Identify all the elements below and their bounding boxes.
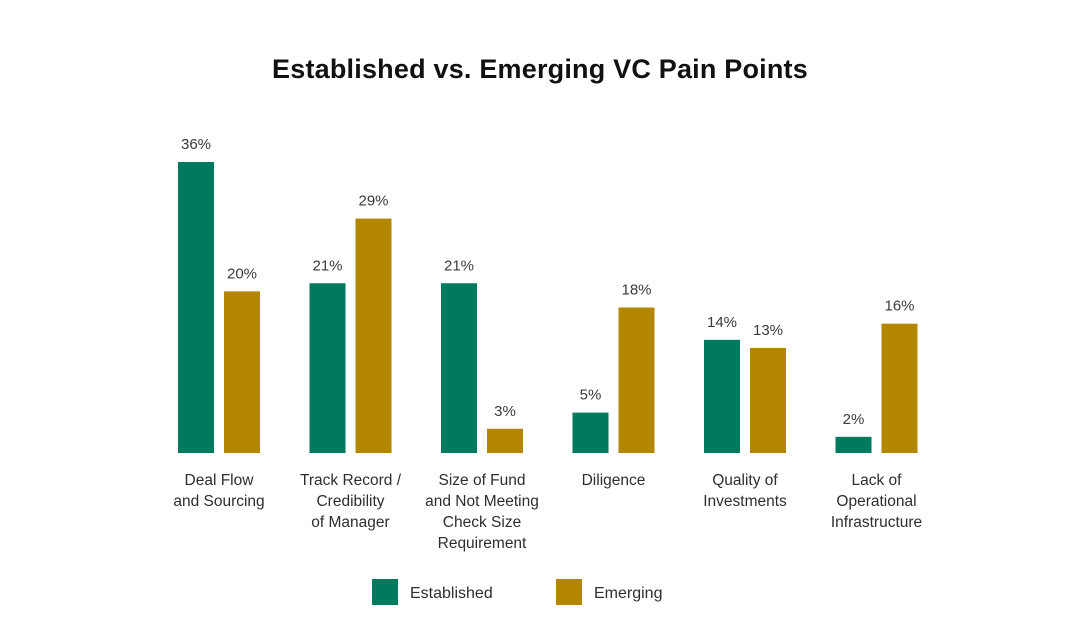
category-label-2: Size of Fund and Not Meeting Check Size Req… xyxy=(425,472,539,552)
bar-emerging-2 xyxy=(487,428,523,453)
bar-emerging-5 xyxy=(881,323,918,453)
value-label-emerging-2: 3% xyxy=(494,403,516,420)
value-label-established-2: 21% xyxy=(444,257,474,274)
value-label-established-0: 36% xyxy=(181,136,211,153)
category-labels-group: Deal Flow and Sourcing Track Record / Credi… xyxy=(173,472,922,552)
legend-swatch-emerging xyxy=(556,579,582,605)
category-label-0: Deal Flow and Sourcing xyxy=(173,472,264,510)
bar-emerging-1 xyxy=(355,218,392,453)
category-label-5: Lack of Operational Infrastructure xyxy=(831,472,922,531)
bar-established-0 xyxy=(178,162,214,453)
bar-established-4 xyxy=(704,339,740,453)
bar-established-3 xyxy=(572,412,609,453)
category-label-4: Quality of Investments xyxy=(703,472,787,510)
category-label-1: Track Record / Credibility of Manager xyxy=(300,472,402,531)
legend-label-emerging: Emerging xyxy=(594,585,662,602)
value-label-established-3: 5% xyxy=(580,387,602,404)
bar-emerging-3 xyxy=(618,307,655,453)
value-label-emerging-4: 13% xyxy=(753,322,783,339)
chart-title: Established vs. Emerging VC Pain Points xyxy=(272,54,808,84)
value-label-emerging-5: 16% xyxy=(884,298,914,315)
value-label-established-1: 21% xyxy=(312,257,342,274)
bar-established-1 xyxy=(309,283,346,453)
value-label-emerging-1: 29% xyxy=(358,193,388,210)
category-label-3: Diligence xyxy=(582,472,646,489)
value-labels-group: 36% 20% 21% 29% 21% 3% 5% 18% 14% 13% 2% 16% xyxy=(181,136,915,428)
bar-established-2 xyxy=(441,283,477,453)
value-label-emerging-3: 18% xyxy=(621,282,651,299)
value-label-established-4: 14% xyxy=(707,314,737,331)
value-label-emerging-0: 20% xyxy=(227,265,257,282)
legend-swatch-established xyxy=(372,579,398,605)
bar-established-5 xyxy=(835,436,872,453)
legend-label-established: Established xyxy=(410,585,493,602)
value-label-established-5: 2% xyxy=(843,411,865,428)
bars-group xyxy=(178,162,918,453)
bar-emerging-4 xyxy=(750,347,786,453)
bar-emerging-0 xyxy=(224,291,260,453)
legend: Established Emerging xyxy=(372,579,662,605)
